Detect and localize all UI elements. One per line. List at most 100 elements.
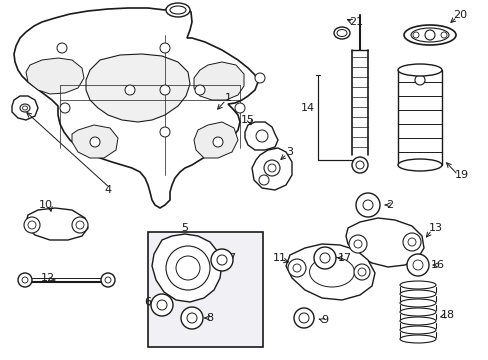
Circle shape [165,246,209,290]
Circle shape [353,240,361,248]
Circle shape [101,273,115,287]
Ellipse shape [397,64,441,76]
Circle shape [195,85,204,95]
Circle shape [160,85,170,95]
Text: 11: 11 [272,253,286,263]
Text: 3: 3 [286,147,293,157]
Circle shape [151,294,173,316]
Polygon shape [25,208,88,240]
Circle shape [157,300,167,310]
Circle shape [292,264,301,272]
Text: 17: 17 [337,253,351,263]
Circle shape [406,254,428,276]
Text: 1: 1 [224,93,231,103]
Circle shape [18,273,32,287]
Polygon shape [14,4,258,208]
Circle shape [235,103,244,113]
Polygon shape [285,244,374,300]
Polygon shape [397,70,441,165]
Circle shape [362,200,372,210]
Circle shape [76,221,84,229]
Circle shape [213,137,223,147]
Circle shape [348,235,366,253]
Text: 5: 5 [181,223,188,233]
Circle shape [412,260,422,270]
Circle shape [319,253,329,263]
Text: 21: 21 [348,17,362,27]
Text: 14: 14 [300,103,314,113]
Polygon shape [251,148,291,190]
Polygon shape [194,122,238,158]
Circle shape [287,259,305,277]
Circle shape [254,73,264,83]
Circle shape [90,137,100,147]
Circle shape [72,217,88,233]
Text: 6: 6 [144,297,151,307]
Circle shape [402,233,420,251]
Circle shape [256,130,267,142]
Ellipse shape [22,106,27,110]
Circle shape [210,249,232,271]
Circle shape [424,30,434,40]
Circle shape [355,161,363,169]
Text: 4: 4 [104,185,111,195]
Circle shape [60,103,70,113]
Circle shape [24,217,40,233]
Circle shape [407,238,415,246]
Text: 20: 20 [452,10,466,20]
Ellipse shape [170,6,185,14]
Circle shape [160,127,170,137]
Text: 12: 12 [41,273,55,283]
Ellipse shape [397,159,441,171]
Polygon shape [86,54,190,122]
Circle shape [440,32,446,38]
Circle shape [176,256,200,280]
Circle shape [412,32,418,38]
Circle shape [267,164,275,172]
Circle shape [181,307,203,329]
Polygon shape [194,62,244,100]
Ellipse shape [336,30,346,36]
Ellipse shape [20,104,30,112]
Circle shape [355,193,379,217]
Text: 9: 9 [321,315,328,325]
Circle shape [414,75,424,85]
Circle shape [125,85,135,95]
Ellipse shape [333,27,349,39]
Circle shape [264,160,280,176]
Text: 16: 16 [430,260,444,270]
Circle shape [160,43,170,53]
Circle shape [357,268,365,276]
Ellipse shape [403,25,455,45]
Circle shape [105,277,111,283]
Polygon shape [244,122,278,150]
Ellipse shape [410,28,448,42]
Text: 8: 8 [206,313,213,323]
Bar [148,232,263,347]
Ellipse shape [309,257,354,287]
Text: 13: 13 [428,223,442,233]
Circle shape [28,221,36,229]
Text: 18: 18 [440,310,454,320]
Text: 10: 10 [39,200,53,210]
Polygon shape [346,218,423,267]
Ellipse shape [165,3,190,17]
Polygon shape [72,125,118,158]
Text: 2: 2 [386,200,393,210]
Text: 19: 19 [454,170,468,180]
Circle shape [217,255,226,265]
Polygon shape [12,96,38,120]
Polygon shape [26,58,84,94]
Circle shape [259,175,268,185]
Circle shape [426,32,432,38]
Circle shape [313,247,335,269]
Polygon shape [152,234,222,302]
Circle shape [351,157,367,173]
Circle shape [293,308,313,328]
Circle shape [298,313,308,323]
Circle shape [186,313,197,323]
Circle shape [57,43,67,53]
Circle shape [22,277,28,283]
Text: 7: 7 [228,253,235,263]
Circle shape [353,264,369,280]
